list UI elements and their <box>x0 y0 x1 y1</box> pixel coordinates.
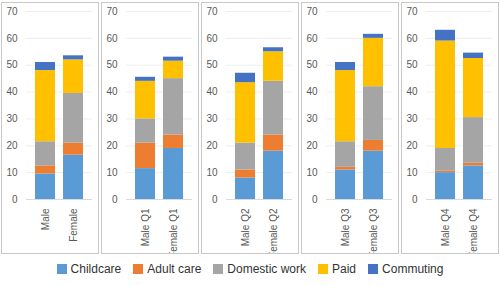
html-text:Commuting: Commuting <box>382 262 444 276</box>
svg-text:0: 0 <box>12 194 18 205</box>
svg-text:50: 50 <box>206 59 218 70</box>
svg-text:50: 50 <box>306 59 318 70</box>
svg-text:Male Q3: Male Q3 <box>340 208 351 246</box>
svg-text:30: 30 <box>406 113 418 124</box>
svg-text:40: 40 <box>406 86 418 97</box>
svg-text:30: 30 <box>106 113 118 124</box>
svg-text:20: 20 <box>406 140 418 151</box>
html-text:Paid: Paid <box>332 262 356 276</box>
svg-text:10: 10 <box>206 167 218 178</box>
svg-text:Male: Male <box>40 208 51 230</box>
svg-text:10: 10 <box>106 167 118 178</box>
svg-text:30: 30 <box>206 113 218 124</box>
svg-text:Female Q4: Female Q4 <box>468 208 479 253</box>
svg-text:30: 30 <box>306 113 318 124</box>
svg-text:60: 60 <box>106 33 118 44</box>
svg-text:10: 10 <box>306 167 318 178</box>
svg-text:50: 50 <box>106 59 118 70</box>
svg-text:30: 30 <box>6 113 18 124</box>
svg-text:0: 0 <box>112 194 118 205</box>
svg-text:Female Q2: Female Q2 <box>268 208 279 253</box>
svg-text:10: 10 <box>6 167 18 178</box>
svg-text:Male Q2: Male Q2 <box>240 208 251 246</box>
svg-text:20: 20 <box>306 140 318 151</box>
svg-text:40: 40 <box>206 86 218 97</box>
html-text:Childcare: Childcare <box>70 262 122 276</box>
svg-text:50: 50 <box>6 59 18 70</box>
svg-text:40: 40 <box>6 86 18 97</box>
svg-text:Male Q1: Male Q1 <box>140 208 151 246</box>
svg-text:60: 60 <box>206 33 218 44</box>
svg-text:70: 70 <box>406 6 418 17</box>
svg-text:60: 60 <box>306 33 318 44</box>
svg-text:40: 40 <box>106 86 118 97</box>
svg-text:Female Q3: Female Q3 <box>368 208 379 253</box>
svg-text:0: 0 <box>212 194 218 205</box>
svg-text:70: 70 <box>6 6 18 17</box>
svg-text:20: 20 <box>106 140 118 151</box>
svg-text:Female Q1: Female Q1 <box>168 208 179 253</box>
svg-text:50: 50 <box>406 59 418 70</box>
svg-text:20: 20 <box>206 140 218 151</box>
svg-text:0: 0 <box>312 194 318 205</box>
svg-text:Male Q4: Male Q4 <box>440 208 451 246</box>
svg-text:10: 10 <box>406 167 418 178</box>
svg-text:70: 70 <box>306 6 318 17</box>
html-text:Adult care: Adult care <box>147 262 202 276</box>
svg-text:60: 60 <box>6 33 18 44</box>
html-text:Domestic work: Domestic work <box>227 262 306 276</box>
svg-text:20: 20 <box>6 140 18 151</box>
svg-text:40: 40 <box>306 86 318 97</box>
svg-text:70: 70 <box>106 6 118 17</box>
svg-text:0: 0 <box>412 194 418 205</box>
svg-text:70: 70 <box>206 6 218 17</box>
svg-text:60: 60 <box>406 33 418 44</box>
svg-text:Female: Female <box>68 208 79 242</box>
